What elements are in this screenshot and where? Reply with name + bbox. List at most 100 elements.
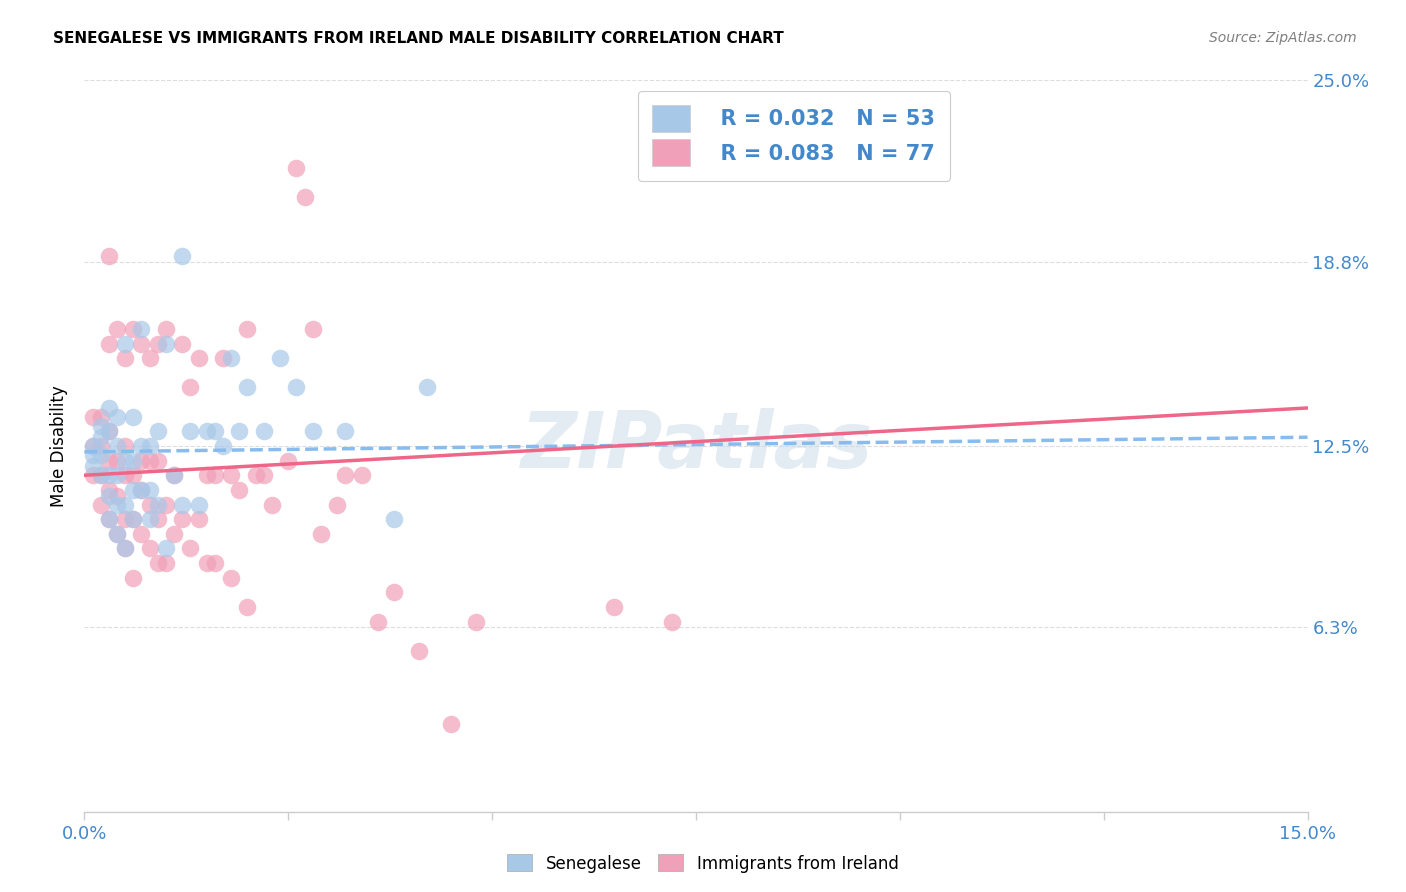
Point bbox=[97, 483, 120, 497]
Point bbox=[172, 512, 194, 526]
Point bbox=[105, 489, 128, 503]
Point bbox=[131, 483, 153, 497]
Point bbox=[269, 351, 291, 366]
Point bbox=[661, 615, 683, 629]
Point bbox=[122, 512, 145, 526]
Point bbox=[155, 541, 177, 556]
Point bbox=[172, 249, 194, 263]
Point bbox=[114, 453, 136, 467]
Point bbox=[122, 453, 145, 467]
Point bbox=[105, 453, 128, 467]
Point bbox=[105, 322, 128, 336]
Point bbox=[90, 498, 112, 512]
Point bbox=[179, 425, 201, 439]
Point bbox=[204, 468, 226, 483]
Point bbox=[82, 439, 104, 453]
Point bbox=[382, 585, 405, 599]
Point bbox=[138, 439, 160, 453]
Point bbox=[122, 483, 145, 497]
Point bbox=[179, 380, 201, 394]
Point bbox=[90, 430, 112, 444]
Text: ZIPatlas: ZIPatlas bbox=[520, 408, 872, 484]
Point bbox=[82, 459, 104, 474]
Point bbox=[138, 453, 160, 467]
Point bbox=[326, 498, 349, 512]
Point bbox=[285, 380, 308, 394]
Point bbox=[146, 498, 169, 512]
Point bbox=[146, 453, 169, 467]
Point bbox=[146, 336, 169, 351]
Point bbox=[131, 526, 153, 541]
Point bbox=[122, 468, 145, 483]
Point bbox=[301, 425, 323, 439]
Point bbox=[236, 380, 259, 394]
Point bbox=[97, 512, 120, 526]
Point bbox=[212, 351, 235, 366]
Point bbox=[97, 453, 120, 467]
Point bbox=[122, 571, 145, 585]
Point bbox=[172, 498, 194, 512]
Point bbox=[90, 468, 112, 483]
Point bbox=[82, 409, 104, 424]
Point bbox=[253, 468, 276, 483]
Point bbox=[603, 599, 626, 614]
Point bbox=[138, 351, 160, 366]
Point bbox=[105, 439, 128, 453]
Point bbox=[416, 380, 439, 394]
Point bbox=[114, 439, 136, 453]
Point bbox=[155, 322, 177, 336]
Point bbox=[146, 425, 169, 439]
Point bbox=[228, 425, 250, 439]
Point bbox=[90, 418, 112, 433]
Point bbox=[114, 351, 136, 366]
Point bbox=[114, 541, 136, 556]
Point bbox=[187, 351, 209, 366]
Point bbox=[294, 190, 316, 204]
Point bbox=[236, 599, 259, 614]
Point bbox=[309, 526, 332, 541]
Point bbox=[212, 439, 235, 453]
Point bbox=[179, 541, 201, 556]
Point bbox=[131, 453, 153, 467]
Point bbox=[440, 717, 463, 731]
Point bbox=[155, 556, 177, 570]
Point bbox=[195, 425, 218, 439]
Point bbox=[90, 409, 112, 424]
Point bbox=[114, 541, 136, 556]
Text: SENEGALESE VS IMMIGRANTS FROM IRELAND MALE DISABILITY CORRELATION CHART: SENEGALESE VS IMMIGRANTS FROM IRELAND MA… bbox=[53, 31, 785, 46]
Point bbox=[90, 448, 112, 462]
Point bbox=[350, 468, 373, 483]
Point bbox=[195, 556, 218, 570]
Point bbox=[82, 468, 104, 483]
Point bbox=[114, 468, 136, 483]
Point bbox=[114, 498, 136, 512]
Point bbox=[155, 498, 177, 512]
Point bbox=[204, 425, 226, 439]
Point bbox=[172, 336, 194, 351]
Point bbox=[105, 468, 128, 483]
Point bbox=[367, 615, 389, 629]
Point bbox=[163, 468, 186, 483]
Y-axis label: Male Disability: Male Disability bbox=[51, 385, 69, 507]
Point bbox=[408, 644, 430, 658]
Point bbox=[131, 483, 153, 497]
Point bbox=[228, 483, 250, 497]
Point bbox=[138, 512, 160, 526]
Point bbox=[464, 615, 486, 629]
Point bbox=[97, 512, 120, 526]
Point bbox=[97, 425, 120, 439]
Point bbox=[253, 425, 276, 439]
Legend:   R = 0.032   N = 53,   R = 0.083   N = 77: R = 0.032 N = 53, R = 0.083 N = 77 bbox=[638, 91, 950, 181]
Point bbox=[277, 453, 299, 467]
Point bbox=[260, 498, 283, 512]
Point bbox=[97, 489, 120, 503]
Point bbox=[236, 322, 259, 336]
Point bbox=[155, 336, 177, 351]
Point bbox=[114, 336, 136, 351]
Text: Source: ZipAtlas.com: Source: ZipAtlas.com bbox=[1209, 31, 1357, 45]
Point bbox=[90, 468, 112, 483]
Point bbox=[97, 425, 120, 439]
Point bbox=[138, 483, 160, 497]
Point bbox=[122, 409, 145, 424]
Point bbox=[138, 541, 160, 556]
